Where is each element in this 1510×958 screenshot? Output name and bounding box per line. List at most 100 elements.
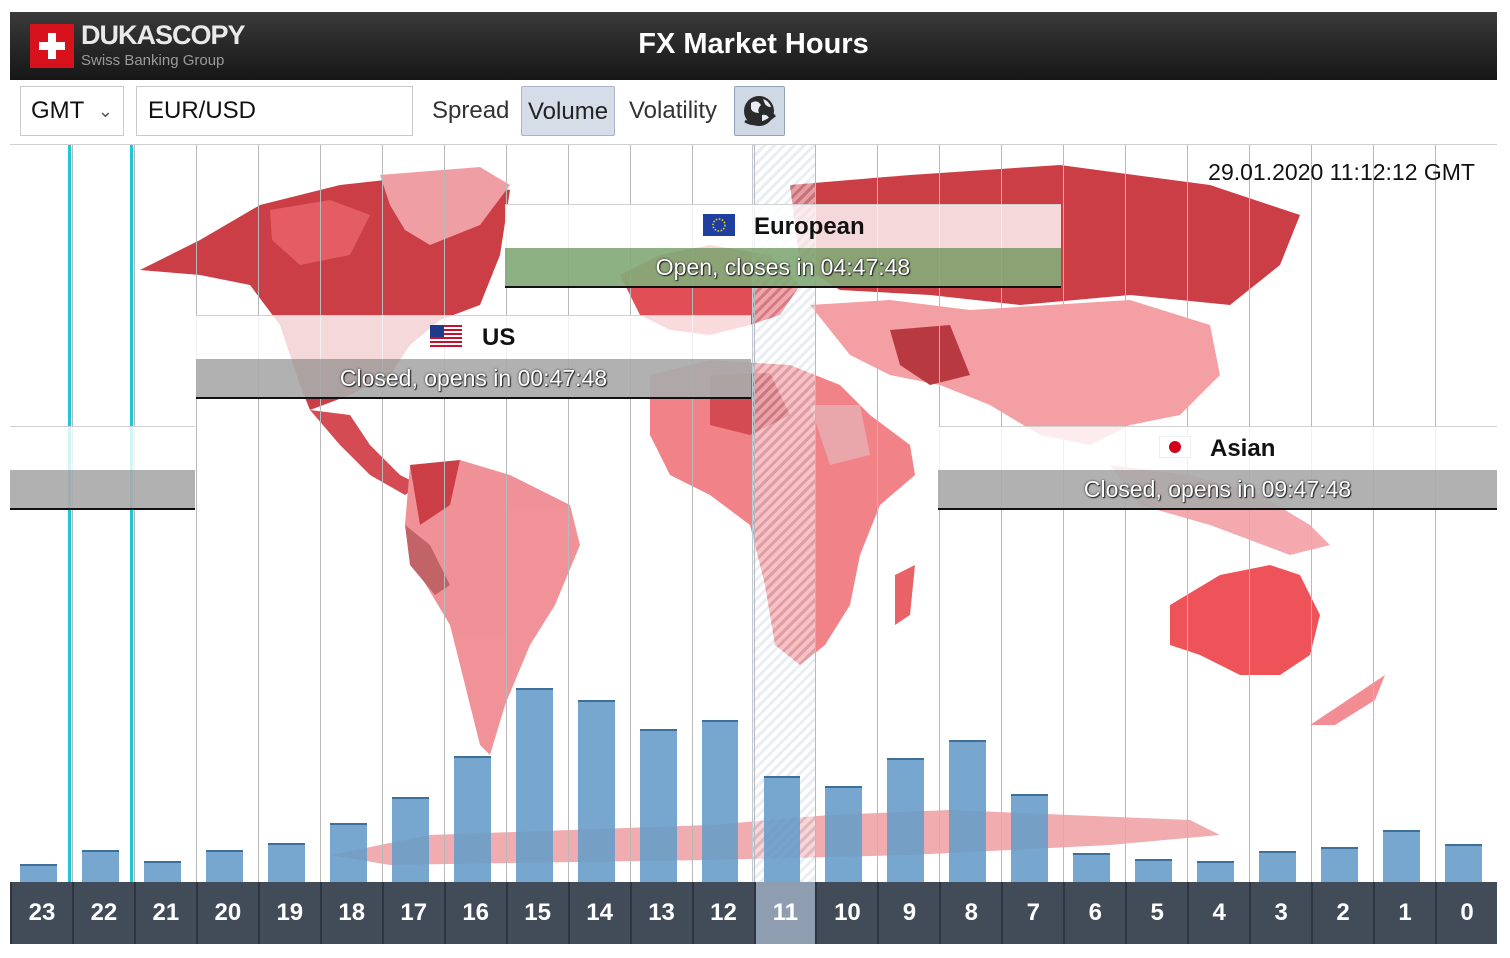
volume-bar-10 [825, 786, 863, 882]
hour-label-0[interactable]: 0 [1435, 882, 1497, 944]
hour-label-6[interactable]: 6 [1063, 882, 1125, 944]
globe-icon[interactable] [734, 86, 785, 136]
hour-label-22[interactable]: 22 [71, 882, 134, 944]
page-title: FX Market Hours [638, 28, 869, 60]
hour-label-10[interactable]: 10 [815, 882, 877, 944]
volume-bar-16 [453, 756, 491, 882]
session-header: Asian [938, 426, 1497, 470]
hour-gridline [320, 145, 321, 882]
hour-gridline [1063, 145, 1064, 882]
volume-bar-3 [1259, 851, 1297, 882]
volume-bar-15 [515, 688, 553, 882]
japan-flag-icon [1159, 436, 1191, 458]
chevron-down-icon: ⌄ [97, 101, 113, 121]
volume-bar-6 [1073, 853, 1111, 882]
volume-bar-9 [887, 758, 925, 882]
hour-gridline [630, 145, 631, 882]
hour-label-1[interactable]: 1 [1373, 882, 1435, 944]
timezone-select[interactable]: GMT ⌄ [20, 86, 124, 136]
session-name: US [482, 324, 516, 351]
hour-gridline [1125, 145, 1126, 882]
volume-bar-chart [10, 145, 1497, 882]
app-header: DUKASCOPY Swiss Banking Group FX Market … [10, 12, 1497, 81]
swiss-cross-logo-icon [30, 24, 74, 68]
hour-gridline [1187, 145, 1188, 882]
hour-gridline [1311, 145, 1312, 882]
session-european[interactable]: European Open, closes in 04:47:48 [505, 204, 1061, 288]
hour-label-12[interactable]: 12 [691, 882, 754, 944]
volume-bar-19 [267, 843, 305, 882]
current-datetime: 29.01.2020 11:12:12 GMT [1208, 159, 1475, 185]
volume-button[interactable]: Volume [521, 86, 616, 136]
session-header: US [196, 315, 751, 359]
hour-label-8[interactable]: 8 [939, 882, 1001, 944]
volume-bar-23 [20, 864, 57, 882]
marker-line [68, 145, 71, 882]
hour-label-15[interactable]: 15 [505, 882, 568, 944]
volume-bar-2 [1321, 847, 1359, 882]
session-name: Asian [1210, 435, 1276, 462]
volume-bar-8 [949, 740, 987, 882]
session-asian-wrap [10, 426, 195, 510]
volume-bar-21 [143, 861, 181, 882]
eu-flag-icon [703, 214, 735, 236]
hour-gridline [382, 145, 383, 882]
hour-label-4[interactable]: 4 [1187, 882, 1249, 944]
volume-bar-22 [81, 850, 119, 882]
hour-label-14[interactable]: 14 [567, 882, 630, 944]
volume-bar-7 [1011, 794, 1049, 882]
volume-bar-18 [329, 823, 367, 882]
session-status: Closed, opens in 00:47:48 [196, 359, 751, 399]
currency-pair-input[interactable]: EUR/USD [136, 86, 413, 136]
hour-gridline [1435, 145, 1436, 882]
hour-gridline [939, 145, 940, 882]
volume-bar-1 [1383, 830, 1421, 882]
hour-gridline [196, 145, 197, 882]
hour-label-23[interactable]: 23 [10, 882, 72, 944]
hour-gridline [1001, 145, 1002, 882]
hour-gridline [815, 145, 816, 882]
hour-label-21[interactable]: 21 [133, 882, 196, 944]
toolbar: GMT ⌄ EUR/USD Spread Volume Volatility [10, 80, 1497, 145]
hour-axis: 23 22 21 20 19 18 17 16 15 14 13 12 11 10 9 8 7 6 5 4 3 2 1 0 [10, 882, 1497, 944]
session-asian[interactable]: Asian Closed, opens in 09:47:48 [938, 426, 1497, 510]
session-status: Open, closes in 04:47:48 [505, 248, 1061, 288]
volatility-button[interactable]: Volatility [629, 97, 718, 124]
hour-gridline [692, 145, 693, 882]
session-us[interactable]: US Closed, opens in 00:47:48 [196, 315, 751, 399]
hour-gridline [754, 145, 755, 882]
marker-line [130, 145, 133, 882]
hour-label-5[interactable]: 5 [1125, 882, 1187, 944]
hour-label-2[interactable]: 2 [1311, 882, 1373, 944]
brand-subtitle: Swiss Banking Group [81, 52, 225, 69]
hour-gridline [1249, 145, 1250, 882]
us-flag-icon [430, 325, 462, 347]
session-name: European [754, 213, 865, 240]
brand-name: DUKASCOPY [81, 20, 246, 50]
hour-gridline [444, 145, 445, 882]
hour-label-16[interactable]: 16 [443, 882, 506, 944]
volume-bar-14 [577, 700, 615, 882]
hour-label-18[interactable]: 18 [319, 882, 382, 944]
session-status: Closed, opens in 09:47:48 [938, 470, 1497, 510]
hour-label-9[interactable]: 9 [877, 882, 939, 944]
session-header [10, 426, 195, 470]
hour-label-3[interactable]: 3 [1249, 882, 1311, 944]
session-header: European [505, 204, 1061, 248]
hour-label-11[interactable]: 11 [753, 882, 816, 944]
hour-label-20[interactable]: 20 [195, 882, 258, 944]
hour-gridline [134, 145, 135, 882]
volume-bar-4 [1197, 861, 1235, 882]
hour-label-17[interactable]: 17 [381, 882, 444, 944]
session-status [10, 470, 195, 510]
hour-label-7[interactable]: 7 [1001, 882, 1063, 944]
hour-gridline [877, 145, 878, 882]
spread-button[interactable]: Spread [432, 97, 510, 124]
hour-label-13[interactable]: 13 [629, 882, 692, 944]
hour-gridline [1373, 145, 1374, 882]
volume-bar-13 [639, 729, 677, 882]
hour-gridline [506, 145, 507, 882]
volume-bar-5 [1135, 859, 1173, 882]
hour-gridline [568, 145, 569, 882]
hour-label-19[interactable]: 19 [257, 882, 320, 944]
